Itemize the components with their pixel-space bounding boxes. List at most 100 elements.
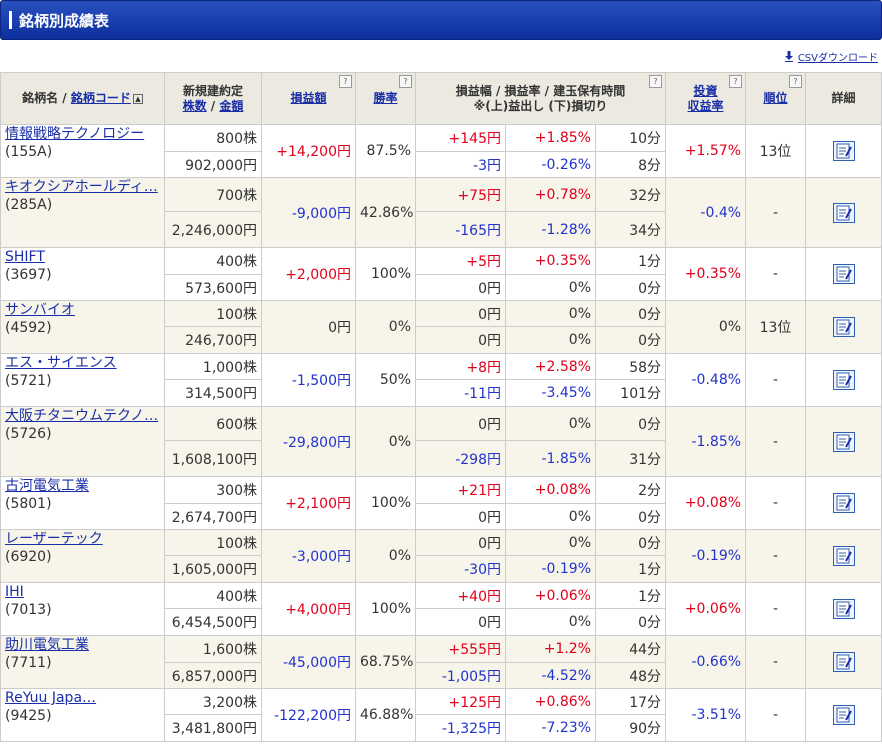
profit-width: +5円 xyxy=(415,247,506,275)
stock-name-link[interactable]: レーザーテック xyxy=(5,531,103,547)
roi: -0.66% xyxy=(665,635,747,689)
stock-code: (155A) xyxy=(5,144,53,160)
loss-hold-time: 0分 xyxy=(594,608,667,636)
profit-width: +40円 xyxy=(415,582,506,609)
profit-hold-time: 58分 xyxy=(594,353,667,380)
roi: -3.51% xyxy=(665,688,747,742)
sort-by-code-link[interactable]: 銘柄コード xyxy=(70,91,131,105)
loss-rate: -7.23% xyxy=(505,714,596,742)
shares: 400株 xyxy=(164,247,262,275)
amount: 314,500円 xyxy=(164,379,262,407)
stock-name-link[interactable]: キオクシアホールディ… xyxy=(5,179,158,195)
win-rate: 0% xyxy=(355,300,416,354)
profit-rate: +0.78% xyxy=(505,177,596,212)
profit-rate: +0.86% xyxy=(505,688,596,715)
table-row: 古河電気工業 (5801) 300株 +2,100円 100% +21円 +0.08% 2分 +… xyxy=(0,476,882,530)
stock-name-link[interactable]: エス・サイエンス xyxy=(5,355,117,371)
detail-cell xyxy=(805,529,882,583)
profit-rate: 0% xyxy=(505,406,596,441)
stock-name-link[interactable]: 助川電気工業 xyxy=(5,637,89,653)
detail-memo-icon[interactable] xyxy=(832,493,855,513)
detail-memo-icon[interactable] xyxy=(832,317,855,337)
stock-code: (9425) xyxy=(5,708,52,724)
detail-memo-icon[interactable] xyxy=(832,264,855,284)
loss-width: -1,325円 xyxy=(415,714,506,742)
loss-rate: 0% xyxy=(505,608,596,636)
win-rate: 68.75% xyxy=(355,635,416,689)
detail-memo-icon[interactable] xyxy=(832,652,855,672)
rank: - xyxy=(745,406,807,477)
loss-rate: -3.45% xyxy=(505,379,596,407)
roi: -0.4% xyxy=(665,177,747,248)
stock-code: (4592) xyxy=(5,320,52,336)
stock-name-link[interactable]: 情報戦略テクノロジー xyxy=(5,126,145,142)
sort-by-rank-link[interactable]: 順位 xyxy=(763,91,788,105)
sort-by-pl-link[interactable]: 損益額 xyxy=(290,91,327,105)
results-body: 情報戦略テクノロジー (155A) 800株 +14,200円 87.5% +145円 +1… xyxy=(0,124,882,742)
rank: - xyxy=(745,688,807,742)
help-icon[interactable]: ? xyxy=(399,75,412,88)
detail-memo-icon[interactable] xyxy=(832,370,855,390)
help-icon[interactable]: ? xyxy=(729,75,743,88)
loss-rate: -1.28% xyxy=(505,211,596,248)
profit-hold-time: 0分 xyxy=(594,406,667,441)
table-row: 2,246,000円 -165円 -1.28% 34分 xyxy=(1,211,882,248)
help-icon[interactable]: ? xyxy=(339,75,352,88)
detail-memo-icon[interactable] xyxy=(832,546,855,566)
help-icon[interactable]: ? xyxy=(649,75,663,88)
win-rate: 50% xyxy=(355,353,416,407)
loss-hold-time: 34分 xyxy=(594,211,667,248)
shares: 100株 xyxy=(164,529,262,556)
detail-cell xyxy=(805,406,882,477)
table-row: エス・サイエンス (5721) 1,000株 -1,500円 50% +8円 +2.58% 5… xyxy=(0,353,882,407)
loss-rate: -0.26% xyxy=(505,151,596,178)
csv-download-link[interactable]: CSVダウンロード xyxy=(797,53,878,64)
csv-download[interactable]: CSVダウンロード xyxy=(784,49,878,64)
stock-name-link[interactable]: IHI xyxy=(5,584,24,600)
stock-name-link[interactable]: 大阪チタニウムテクノ… xyxy=(5,408,159,424)
loss-width: -11円 xyxy=(415,379,506,407)
col-header-roi: ? 投資 収益率 xyxy=(665,72,747,125)
roi: +0.35% xyxy=(665,247,747,301)
profit-rate: +2.58% xyxy=(505,353,596,380)
stock-name-link[interactable]: SHIFT xyxy=(5,249,45,265)
profit-rate: +0.08% xyxy=(505,476,596,504)
rank: - xyxy=(745,529,807,583)
shares: 1,600株 xyxy=(164,635,262,663)
loss-width: 0円 xyxy=(415,608,506,636)
detail-memo-icon[interactable] xyxy=(832,202,855,223)
detail-cell xyxy=(805,353,882,407)
sort-by-roi-link[interactable]: 投資 収益率 xyxy=(687,83,724,113)
shares: 1,000株 xyxy=(164,353,262,380)
table-row: キオクシアホールディ… (285A) 700株 -9,000円 42.86% +75円 +0… xyxy=(0,177,882,248)
detail-cell xyxy=(805,688,882,742)
stock-name-link[interactable]: サンバイオ xyxy=(5,302,75,318)
table-row: 314,500円 -11円 -3.45% 101分 xyxy=(1,379,882,407)
stock-name-link[interactable]: ReYuu Japa… xyxy=(5,690,97,706)
profit-loss: +2,100円 xyxy=(261,476,356,530)
rank: - xyxy=(745,476,807,530)
detail-memo-icon[interactable] xyxy=(832,431,855,452)
profit-loss: +14,200円 xyxy=(261,124,356,178)
sort-by-shares-link[interactable]: 株数 xyxy=(182,98,207,113)
loss-hold-time: 101分 xyxy=(594,379,667,407)
table-row: ReYuu Japa… (9425) 3,200株 -122,200円 46.88% +1… xyxy=(0,688,882,742)
sort-by-amount-link[interactable]: 金額 xyxy=(219,98,244,113)
profit-rate: +1.85% xyxy=(505,124,596,152)
stock-code: (5726) xyxy=(5,426,52,442)
loss-width: 0円 xyxy=(415,326,506,354)
sort-icon[interactable]: ▲ xyxy=(132,93,143,104)
download-icon xyxy=(784,51,793,62)
loss-rate: -4.52% xyxy=(505,662,596,689)
stock-name-link[interactable]: 古河電気工業 xyxy=(5,478,89,494)
detail-memo-icon[interactable] xyxy=(832,705,855,725)
table-row: 助川電気工業 (7711) 1,600株 -45,000円 68.75% +555円 +1.… xyxy=(0,635,882,689)
rank: 13位 xyxy=(745,300,807,354)
sort-by-winrate-link[interactable]: 勝率 xyxy=(373,91,398,105)
profit-width: 0円 xyxy=(415,529,506,556)
stock-code: (5801) xyxy=(5,496,52,512)
detail-memo-icon[interactable] xyxy=(832,599,855,619)
help-icon[interactable]: ? xyxy=(789,75,803,88)
detail-memo-icon[interactable] xyxy=(832,141,855,161)
profit-loss: -122,200円 xyxy=(261,688,356,742)
